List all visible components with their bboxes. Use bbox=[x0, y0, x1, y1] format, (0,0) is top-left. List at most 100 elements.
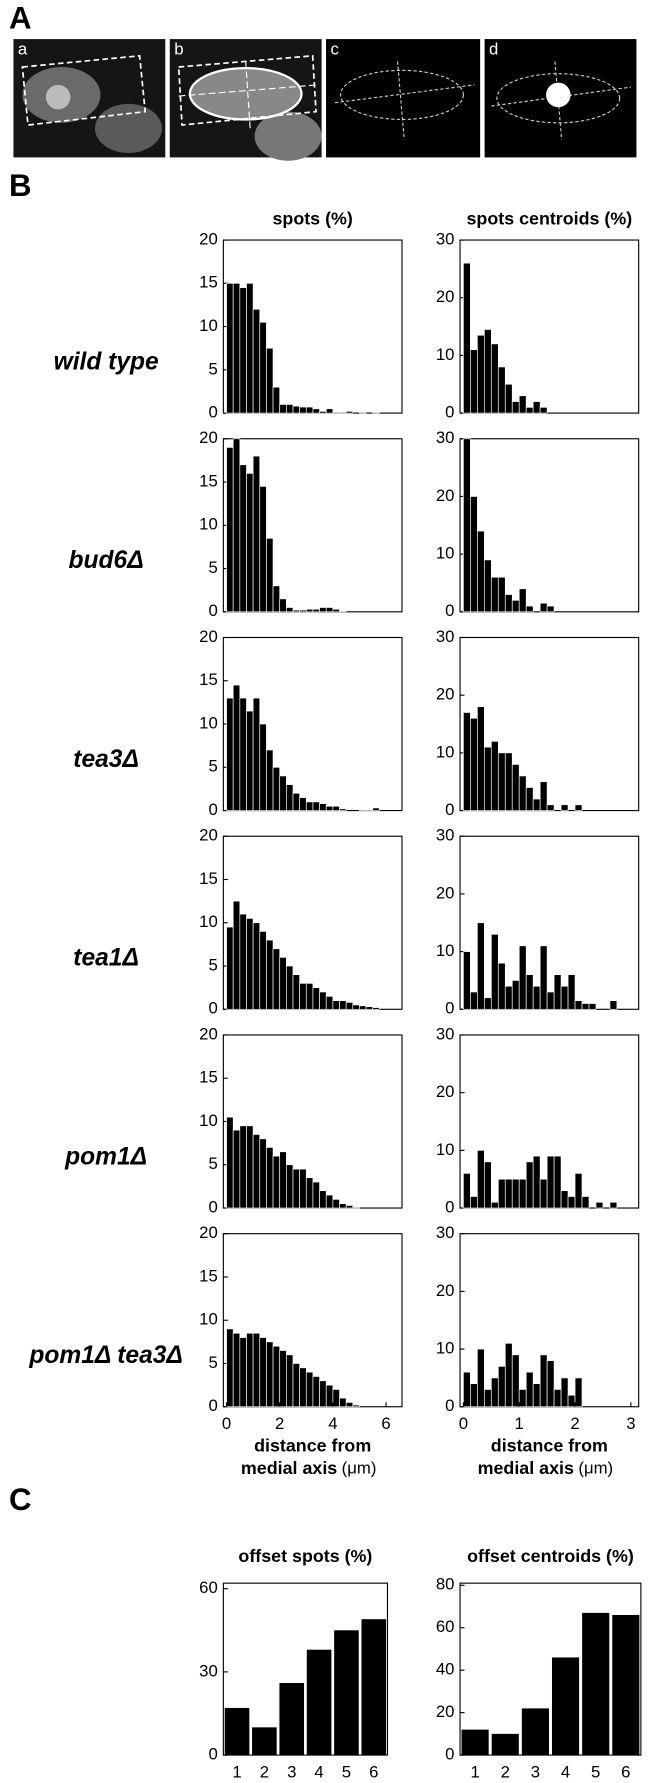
bar bbox=[463, 952, 470, 1010]
bar bbox=[340, 611, 347, 612]
x-tick-label: 4 bbox=[314, 1762, 323, 1781]
row-label: tea1Δ bbox=[73, 945, 139, 972]
x-tick-label: 3 bbox=[531, 1762, 540, 1781]
bar bbox=[293, 793, 300, 810]
bar bbox=[470, 1384, 477, 1407]
bar bbox=[519, 1389, 526, 1406]
row-label: tea3Δ bbox=[73, 746, 139, 773]
image-c bbox=[326, 39, 480, 157]
x-tick-label: 3 bbox=[626, 1414, 635, 1433]
bar bbox=[279, 1683, 304, 1755]
bar bbox=[491, 741, 498, 810]
bar bbox=[253, 309, 260, 413]
y-tick-label: 0 bbox=[445, 999, 454, 1018]
bar bbox=[491, 577, 498, 612]
bar bbox=[233, 283, 240, 413]
bar bbox=[340, 1001, 347, 1010]
image-label: c bbox=[331, 40, 339, 59]
bar bbox=[273, 1346, 280, 1407]
bar bbox=[253, 698, 260, 810]
y-tick-label: 15 bbox=[199, 1266, 218, 1285]
bar bbox=[313, 1376, 320, 1406]
bar bbox=[326, 806, 333, 810]
y-tick-label: 0 bbox=[208, 999, 217, 1018]
bar bbox=[491, 934, 498, 1009]
bar bbox=[526, 1162, 533, 1208]
bar bbox=[512, 600, 519, 612]
y-tick-label: 0 bbox=[445, 601, 454, 620]
bar bbox=[346, 1402, 353, 1406]
bar bbox=[498, 1179, 505, 1208]
bar bbox=[313, 988, 320, 1010]
bar bbox=[307, 1650, 332, 1755]
bar bbox=[505, 384, 512, 413]
bar bbox=[300, 610, 307, 612]
bar bbox=[326, 1195, 333, 1208]
y-tick-label: 0 bbox=[208, 1197, 217, 1216]
x-tick-label: 6 bbox=[621, 1762, 630, 1781]
bar bbox=[233, 1130, 240, 1208]
bar bbox=[491, 1378, 498, 1407]
bar bbox=[522, 1708, 549, 1755]
bar bbox=[582, 1004, 589, 1010]
bar bbox=[260, 931, 267, 1009]
bar bbox=[533, 799, 540, 811]
y-tick-label: 60 bbox=[436, 1617, 455, 1636]
bar bbox=[477, 531, 484, 612]
bar bbox=[246, 283, 253, 413]
y-tick-label: 80 bbox=[436, 1575, 455, 1594]
y-tick-label: 20 bbox=[436, 1281, 455, 1300]
bar bbox=[547, 606, 554, 612]
x-tick-label: 1 bbox=[515, 1414, 524, 1433]
y-tick-label: 20 bbox=[199, 627, 218, 646]
y-tick-label: 20 bbox=[436, 685, 455, 704]
bar bbox=[484, 1162, 491, 1208]
bar bbox=[340, 1398, 347, 1407]
bar bbox=[359, 1006, 366, 1009]
bar bbox=[227, 283, 234, 413]
x-tick-label: 5 bbox=[591, 1762, 600, 1781]
x-tick-label: 2 bbox=[501, 1762, 510, 1781]
bar bbox=[240, 914, 247, 1009]
bar bbox=[326, 607, 333, 611]
y-tick-label: 20 bbox=[436, 1702, 455, 1721]
bar bbox=[533, 1156, 540, 1208]
bar bbox=[293, 610, 300, 612]
bar bbox=[484, 747, 491, 810]
x-tick-label: 1 bbox=[470, 1762, 479, 1781]
bar bbox=[306, 609, 313, 612]
chart-title: offset centroids (%) bbox=[467, 1546, 634, 1566]
y-tick-label: 0 bbox=[208, 403, 217, 422]
panel-label: A bbox=[9, 0, 32, 35]
panel-label: C bbox=[9, 1482, 32, 1517]
x-axis-label: medial axis bbox=[241, 1458, 337, 1478]
bar bbox=[266, 348, 273, 413]
bar bbox=[505, 595, 512, 612]
row-label: wild type bbox=[54, 348, 159, 375]
bar bbox=[512, 764, 519, 810]
bar bbox=[320, 607, 327, 611]
bar bbox=[346, 1002, 353, 1009]
bar bbox=[353, 1005, 360, 1009]
bar bbox=[612, 1615, 639, 1755]
bar bbox=[233, 901, 240, 1009]
bar bbox=[320, 804, 327, 811]
bar bbox=[361, 1619, 386, 1755]
bar bbox=[253, 456, 260, 612]
bar bbox=[505, 1179, 512, 1208]
y-tick-label: 10 bbox=[199, 1111, 218, 1130]
y-tick-label: 30 bbox=[436, 229, 455, 248]
bar bbox=[300, 1169, 307, 1208]
bar bbox=[484, 560, 491, 612]
bar bbox=[353, 1207, 360, 1208]
bar bbox=[334, 1630, 359, 1755]
bar bbox=[589, 1004, 596, 1010]
bar bbox=[554, 1389, 561, 1406]
bar bbox=[273, 586, 280, 612]
y-tick-label: 5 bbox=[208, 955, 217, 974]
bar bbox=[512, 1355, 519, 1407]
bar bbox=[233, 685, 240, 810]
bar bbox=[266, 1342, 273, 1407]
bar bbox=[333, 1389, 340, 1406]
bar bbox=[346, 1205, 353, 1208]
